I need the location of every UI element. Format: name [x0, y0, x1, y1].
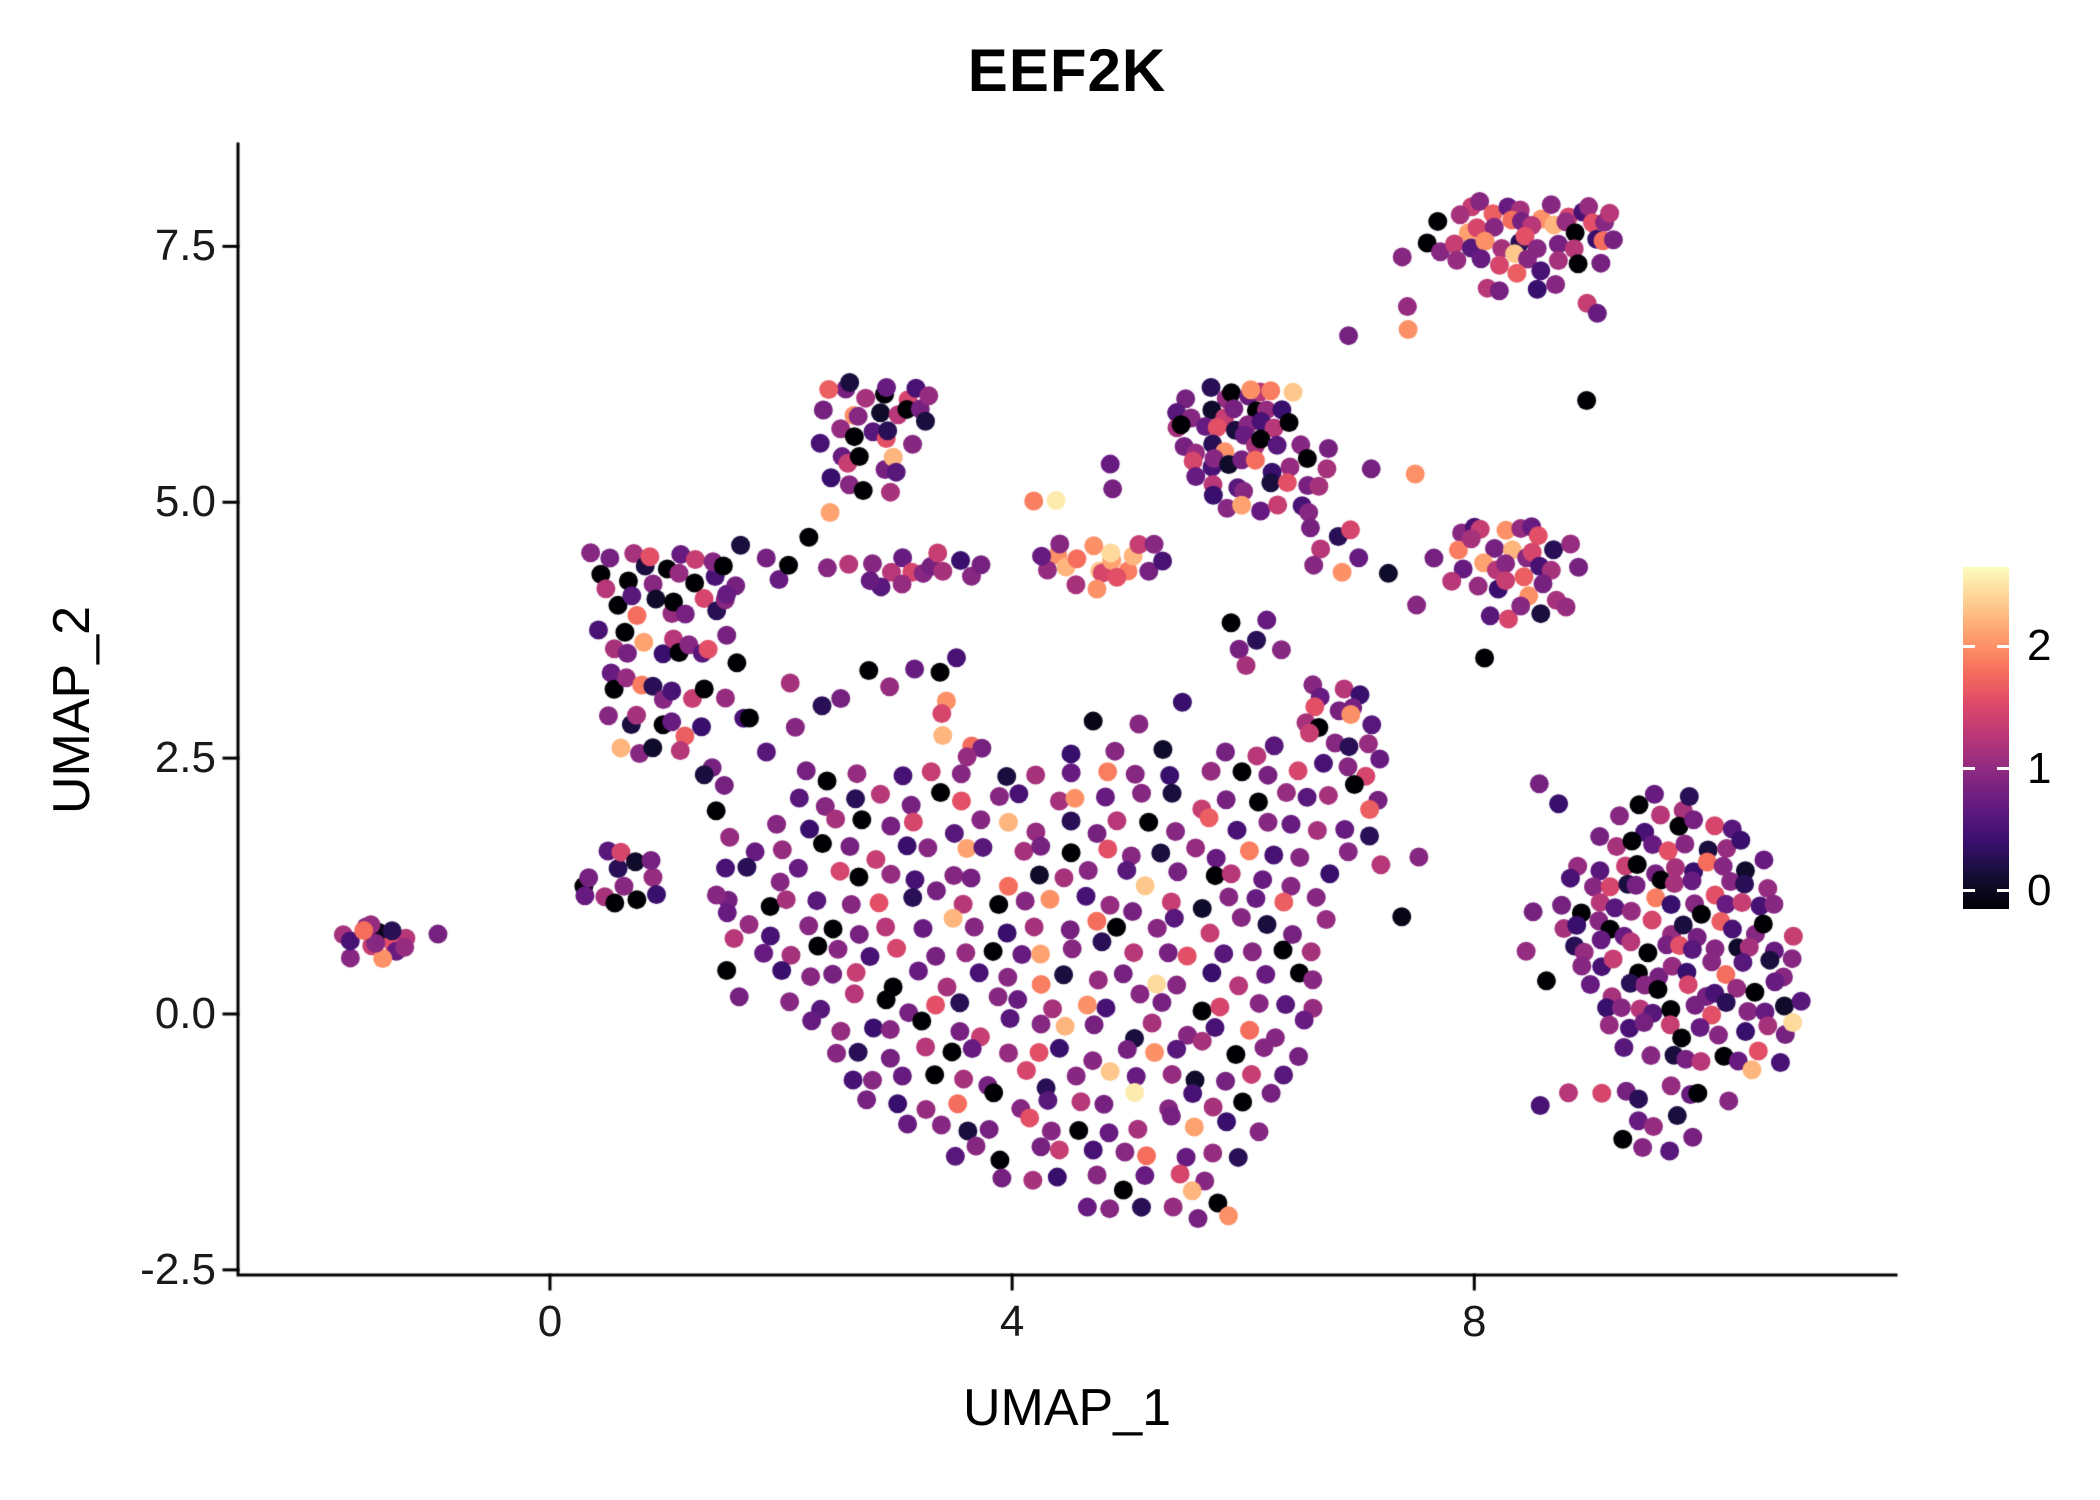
y-axis-label: UMAP_2: [43, 605, 101, 815]
colorbar-tick-mark: [1997, 644, 2009, 648]
x-axis-label: UMAP_1: [962, 1379, 1172, 1437]
y-tick-label: 5.0: [154, 477, 216, 527]
colorbar-tick-mark: [1997, 889, 2009, 893]
colorbar-tick-label: 1: [2027, 743, 2052, 793]
colorbar-tick-label: 0: [2027, 865, 2052, 915]
x-tick-label: 8: [1462, 1297, 1487, 1346]
y-tick-label: 7.5: [154, 221, 216, 271]
x-tick-label: 0: [537, 1297, 563, 1346]
colorbar-tick-label: 2: [2027, 621, 2052, 671]
plot-title: EEF2K: [967, 37, 1167, 104]
x-tick-label: 4: [999, 1297, 1025, 1346]
y-tick-label: -2.5: [140, 1244, 216, 1294]
colorbar-tick-mark: [1963, 767, 1975, 771]
colorbar-tick-mark: [1963, 889, 1975, 893]
colorbar-gradient: [1963, 567, 2009, 909]
colorbar-tick-mark: [1963, 644, 1975, 648]
y-tick-label: 0.0: [154, 989, 216, 1038]
colorbar: [1963, 567, 2009, 909]
colorbar-tick-mark: [1997, 767, 2009, 771]
y-tick-label: 2.5: [154, 733, 216, 783]
